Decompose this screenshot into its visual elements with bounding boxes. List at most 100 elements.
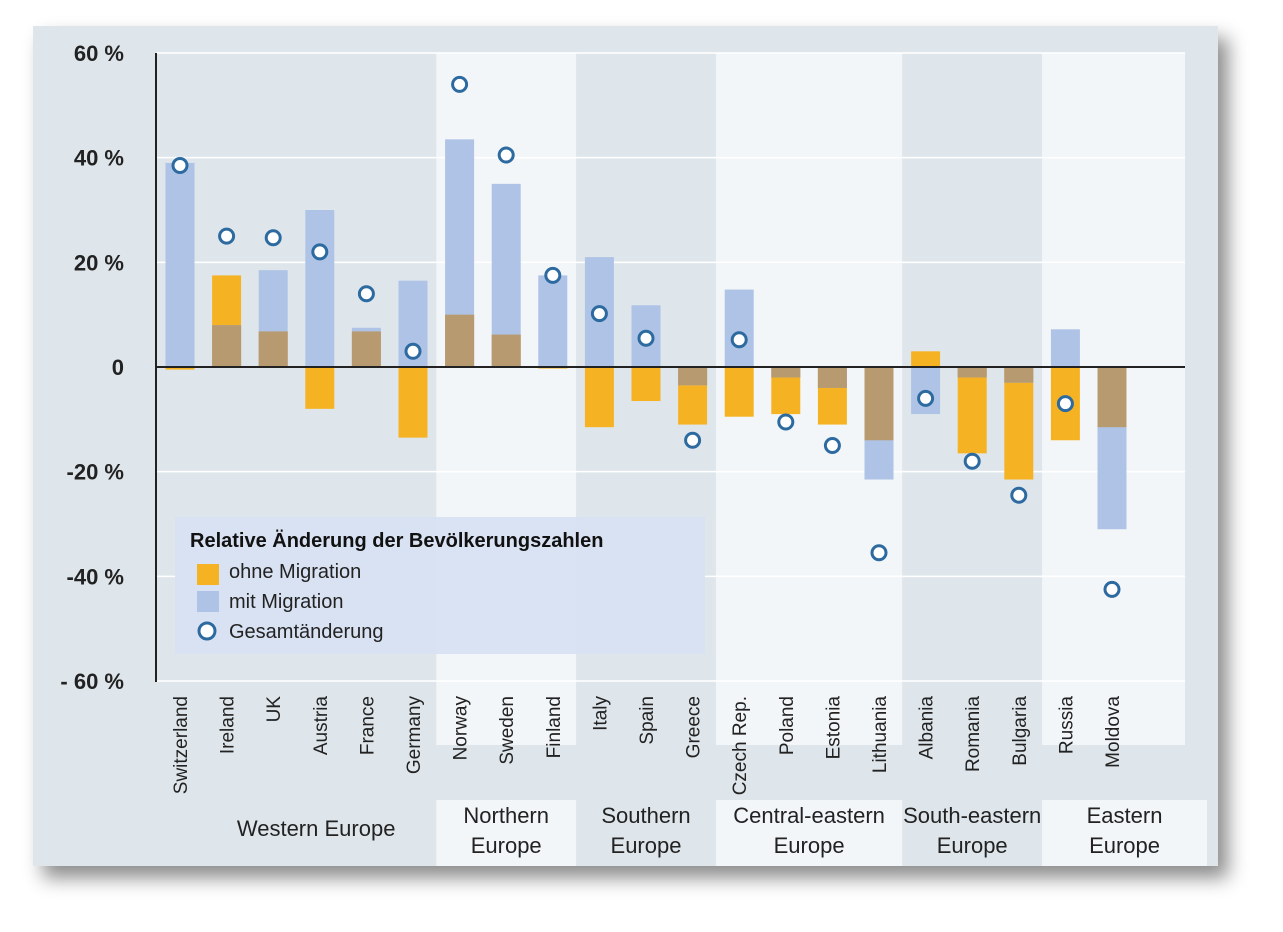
legend-label-mit-migration: mit Migration	[229, 591, 343, 613]
x-tick-label-sweden: Sweden	[497, 696, 518, 765]
x-tick-label-switzerland: Switzerland	[171, 696, 192, 794]
point-gesamtaenderung-sweden	[497, 146, 515, 164]
x-tick-label-spain: Spain	[637, 696, 658, 745]
point-gesamtaenderung-estonia	[823, 437, 841, 454]
point-gesamtaenderung-norway	[451, 75, 469, 93]
point-gesamtaenderung-poland	[777, 413, 795, 431]
bar-ohne-migration-germany	[398, 367, 428, 438]
legend-swatch-ohne-migration	[197, 564, 219, 585]
region-labels: Western Europe Northern Europe Southern Euro…	[237, 803, 1163, 858]
bar-overlap-lithuania	[864, 367, 894, 441]
x-tick-labels: Switzerland Ireland UK Austria France Germany…	[171, 696, 1124, 796]
region-strip-western-europe	[145, 800, 437, 866]
y-tick-label: 60 %	[74, 41, 124, 66]
region-strip-south-eastern-europe	[902, 800, 1043, 866]
bar-overlap-sweden	[491, 334, 521, 367]
x-tick-label-romania: Romania	[963, 696, 984, 772]
bar-overlap-romania	[957, 367, 987, 378]
region-label-central-eastern-europe: Europe	[774, 833, 845, 858]
y-tick-labels: 60 % 40 % 20 % 0 -20 % -40 % - 60 %	[60, 41, 124, 694]
total-change-points	[171, 75, 1121, 598]
bar-overlap-moldova	[1097, 367, 1127, 428]
region-strip-eastern-europe	[1042, 800, 1207, 866]
y-tick-label: - 60 %	[60, 669, 124, 694]
bar-ohne-migration-switzerland	[165, 367, 195, 370]
bar-ohne-migration-spain	[631, 367, 661, 402]
region-label-central-eastern-europe: Central-eastern	[733, 803, 885, 828]
x-tick-label-norway: Norway	[451, 696, 472, 761]
bar-overlap-uk	[258, 331, 288, 367]
x-tick-label-bulgaria: Bulgaria	[1010, 696, 1031, 766]
point-gesamtaenderung-russia	[1056, 395, 1074, 413]
legend-box	[175, 517, 705, 654]
y-tick-label: 40 %	[74, 146, 124, 171]
region-label-southern-europe: Southern	[601, 803, 690, 828]
x-tick-label-greece: Greece	[684, 696, 705, 758]
bar-overlap-poland	[771, 367, 801, 378]
legend: Relative Änderung der Bevölkerungszahlen…	[175, 517, 705, 654]
bar-overlap-norway	[445, 314, 475, 367]
point-gesamtaenderung-uk	[264, 229, 282, 247]
bar-mit-migration-austria	[305, 210, 335, 367]
axes	[155, 53, 1185, 682]
region-strip-northern-europe	[436, 800, 577, 866]
point-gesamtaenderung-romania	[963, 452, 981, 470]
y-tick-label: -20 %	[67, 460, 124, 485]
x-tick-label-czech-rep: Czech Rep.	[730, 696, 751, 795]
point-gesamtaenderung-switzerland	[171, 157, 189, 175]
x-tick-label-france: France	[357, 696, 378, 755]
x-tick-label-lithuania: Lithuania	[870, 696, 891, 774]
region-label-south-eastern-europe: Europe	[937, 833, 1008, 858]
x-tick-label-estonia: Estonia	[823, 696, 844, 760]
x-tick-label-russia: Russia	[1056, 696, 1077, 755]
bar-overlap-estonia	[817, 367, 847, 388]
point-gesamtaenderung-finland	[544, 266, 562, 284]
bar-ohne-migration-austria	[305, 367, 335, 409]
x-tick-label-poland: Poland	[777, 696, 798, 755]
point-gesamtaenderung-france	[357, 285, 375, 303]
y-tick-label: 0	[112, 355, 124, 380]
bar-overlap-bulgaria	[1004, 367, 1034, 383]
region-label-northern-europe: Europe	[471, 833, 542, 858]
bar-overlap-france	[351, 331, 381, 367]
region-label-southern-europe: Europe	[611, 833, 682, 858]
point-gesamtaenderung-germany	[404, 342, 422, 360]
legend-swatch-mit-migration	[197, 591, 219, 612]
region-strip-southern-europe	[576, 800, 716, 866]
legend-label-gesamtaenderung: Gesamtänderung	[229, 621, 384, 643]
bar-ohne-migration-albania	[911, 351, 941, 367]
legend-marker-gesamtaenderung	[197, 621, 217, 641]
bar-ohne-migration-romania	[957, 367, 987, 454]
point-gesamtaenderung-bulgaria	[1010, 486, 1028, 504]
bar-mit-migration-russia	[1050, 329, 1080, 367]
region-strip-central-eastern-europe	[715, 800, 903, 866]
bar-overlap-ireland	[212, 325, 242, 367]
point-gesamtaenderung-italy	[590, 305, 608, 323]
region-label-northern-europe: Northern	[463, 803, 549, 828]
x-tick-label-germany: Germany	[404, 696, 425, 775]
bar-overlap-greece	[678, 367, 708, 386]
point-gesamtaenderung-spain	[637, 329, 655, 347]
x-tick-label-moldova: Moldova	[1103, 696, 1124, 768]
point-gesamtaenderung-albania	[917, 389, 935, 407]
region-label-eastern-europe: Europe	[1089, 833, 1160, 858]
bar-ohne-migration-bulgaria	[1004, 367, 1034, 480]
legend-title: Relative Änderung der Bevölkerungszahlen	[190, 529, 603, 552]
point-gesamtaenderung-lithuania	[870, 544, 888, 562]
x-tick-label-finland: Finland	[544, 696, 565, 758]
point-gesamtaenderung-ireland	[218, 227, 236, 245]
region-label-western-europe: Western Europe	[237, 816, 396, 841]
point-gesamtaenderung-austria	[311, 243, 329, 261]
x-tick-label-austria: Austria	[311, 696, 332, 756]
y-tick-label: -40 %	[67, 564, 124, 589]
bar-ohne-migration-czech-rep	[724, 367, 754, 417]
legend-label-ohne-migration: ohne Migration	[229, 561, 361, 583]
bar-ohne-migration-italy	[584, 367, 614, 428]
region-bands	[145, 53, 1207, 866]
y-tick-label: 20 %	[74, 250, 124, 275]
x-tick-label-uk: UK	[264, 696, 285, 723]
x-tick-label-ireland: Ireland	[218, 696, 239, 754]
point-gesamtaenderung-moldova	[1103, 580, 1121, 598]
point-gesamtaenderung-greece	[684, 431, 702, 449]
